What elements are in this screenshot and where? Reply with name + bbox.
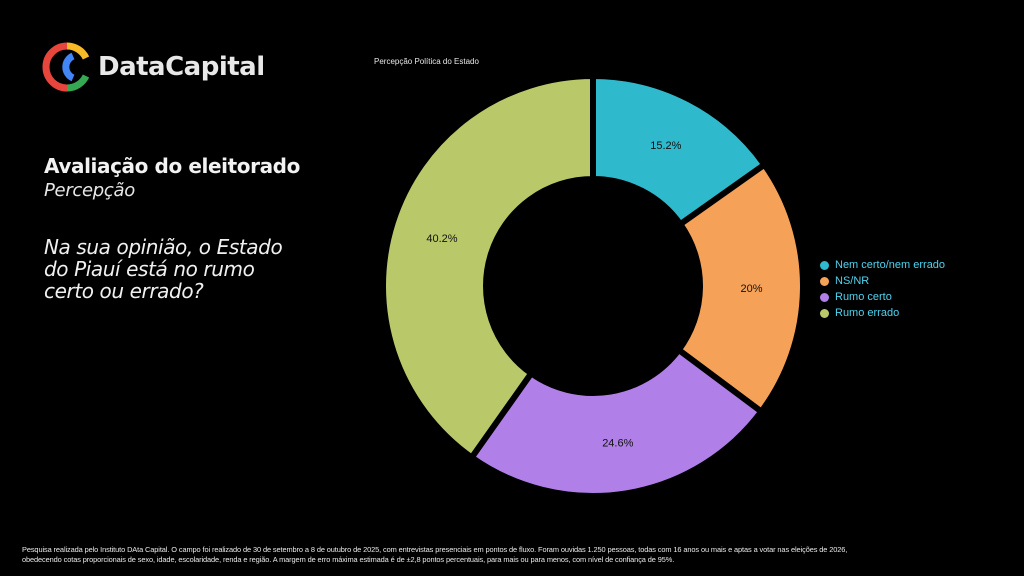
legend-item: Rumo errado — [820, 305, 945, 321]
legend-label: NS/NR — [835, 275, 870, 287]
legend-label: Rumo certo — [835, 291, 892, 303]
footer-line-2: obedecendo cotas proporcionais de sexo, … — [22, 555, 675, 564]
brand-name: DataCapital — [98, 52, 265, 82]
donut-slice-2 — [467, 345, 766, 499]
legend-label: Rumo errado — [835, 307, 900, 319]
legend-item: Rumo certo — [820, 289, 945, 305]
survey-question: Na sua opinião, o Estado do Piauí está n… — [44, 235, 283, 303]
legend-swatch — [820, 276, 829, 286]
donut-slice-3 — [380, 72, 596, 462]
legend-item: Nem certo/nem errado — [820, 257, 945, 273]
page-subtitle: Percepção — [44, 180, 135, 201]
slice-label-2: 24.6% — [602, 438, 633, 450]
chart-legend: Nem certo/nem errado NS/NR Rumo certo Rumo … — [820, 257, 945, 321]
donut-slice-1 — [674, 160, 806, 416]
footer-line-1: Pesquisa realizada pelo Instituto DAta C… — [22, 545, 848, 554]
legend-swatch — [820, 308, 829, 318]
legend-label: Nem certo/nem errado — [835, 259, 946, 271]
legend-item: NS/NR — [820, 273, 945, 289]
footer-note: Pesquisa realizada pelo Instituto DAta C… — [22, 545, 1012, 565]
slice-label-3: 40.2% — [426, 233, 457, 245]
chart-title: Percepção Política do Estado — [374, 57, 479, 66]
donut-slice-0 — [590, 72, 769, 229]
legend-swatch — [820, 260, 829, 270]
brand-logo: DataCapital — [40, 40, 265, 94]
slice-label-0: 15.2% — [650, 140, 681, 152]
heading-block: Avaliação do eleitorado Percepção — [44, 154, 300, 201]
legend-swatch — [820, 292, 829, 302]
slice-label-1: 20% — [740, 283, 762, 295]
datacapital-logo-icon — [42, 42, 90, 92]
page-title: Avaliação do eleitorado — [44, 154, 300, 178]
